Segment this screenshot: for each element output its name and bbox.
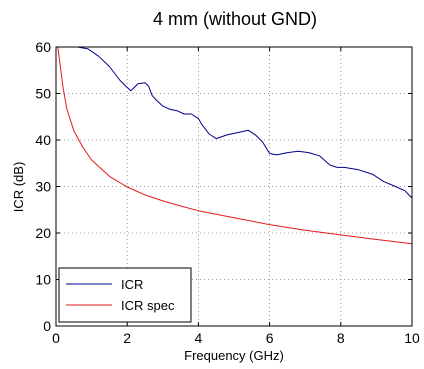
y-tick-label: 10 [35,272,51,288]
x-tick-label: 8 [337,330,345,346]
x-tick-label: 4 [195,330,203,346]
series-line-icr-spec [57,46,413,245]
y-tick-label: 40 [35,132,51,148]
ticks: 0 2 4 6 8 10 0 10 20 30 40 50 60 [35,39,420,346]
x-tick-label: 0 [52,330,60,346]
series-line-icr [56,46,413,199]
y-tick-label: 20 [35,225,51,241]
y-tick-label: 0 [43,318,51,334]
legend-box [58,267,192,323]
legend-label-icr-spec: ICR spec [121,298,175,313]
x-axis-label: Frequency (GHz) [184,348,284,363]
x-tick-label: 2 [123,330,131,346]
y-tick-label: 50 [35,86,51,102]
y-tick-label: 60 [35,39,51,55]
x-tick-label: 6 [266,330,274,346]
y-axis-label: ICR (dB) [11,162,26,213]
y-tick-label: 30 [35,179,51,195]
series-layer [56,46,413,245]
x-tick-label: 10 [404,330,420,346]
legend-label-icr: ICR [121,277,143,292]
chart-title: 4 mm (without GND) [153,9,317,29]
legend: ICR ICR spec [58,267,192,323]
